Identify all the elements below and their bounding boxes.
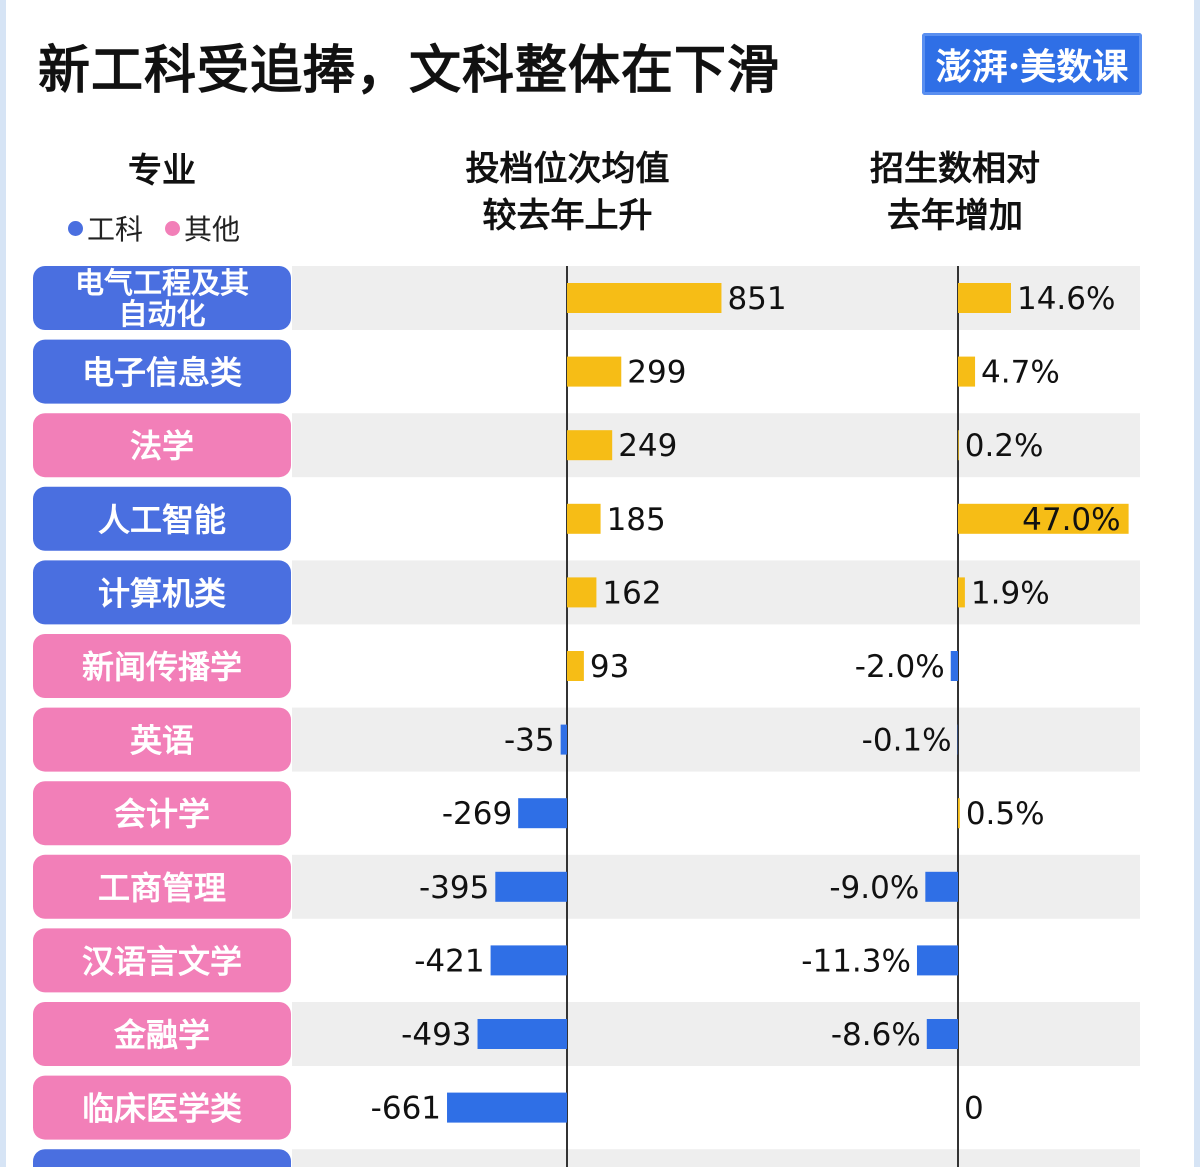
data-label-series1: 162 bbox=[602, 575, 661, 611]
data-label-series2: 0 bbox=[964, 1091, 984, 1127]
category-pill bbox=[33, 781, 291, 846]
row-stripe bbox=[292, 707, 1140, 772]
row-stripe bbox=[292, 1149, 1140, 1167]
column-header-rank-line1: 投档位次均值 bbox=[465, 149, 670, 189]
publisher-logo: 澎湃·美数课 bbox=[922, 33, 1142, 95]
bar-series2 bbox=[925, 871, 958, 902]
bar-series1 bbox=[567, 283, 722, 313]
data-label-series1: 299 bbox=[627, 355, 686, 391]
category-label: 临床医学类 bbox=[82, 1090, 242, 1128]
bar-series2 bbox=[958, 577, 965, 608]
bar-series1 bbox=[447, 1092, 567, 1123]
category-label: 汉语言文学 bbox=[82, 942, 242, 980]
data-label-series1: -35 bbox=[504, 723, 555, 759]
bar-series1 bbox=[567, 503, 601, 534]
bar-series2 bbox=[916, 945, 958, 976]
data-label-series1: -421 bbox=[414, 943, 484, 979]
category-pill bbox=[33, 266, 291, 330]
category-pill bbox=[33, 1075, 291, 1140]
category-label: 电子信息类 bbox=[82, 354, 242, 392]
category-label: 英语 bbox=[130, 722, 194, 760]
data-label-series1: 249 bbox=[618, 428, 677, 464]
legend-eng-dot bbox=[68, 220, 83, 236]
data-label-series1: 93 bbox=[590, 649, 629, 685]
data-label-series2: -9.0% bbox=[829, 870, 919, 906]
category-pill bbox=[33, 560, 291, 625]
legend: 工科 其他 bbox=[68, 208, 240, 248]
left-frame-border bbox=[0, 0, 6, 1167]
category-label: 法学 bbox=[130, 427, 194, 465]
bar-series2 bbox=[958, 798, 960, 829]
bar-series1 bbox=[495, 871, 567, 902]
category-label: 金融学 bbox=[113, 1016, 210, 1054]
bar-series2 bbox=[958, 430, 959, 461]
category-pill bbox=[33, 339, 291, 404]
category-label: 电气工程及其 bbox=[75, 266, 249, 300]
data-label-series2: 0.2% bbox=[965, 428, 1044, 464]
bar-series1 bbox=[567, 651, 584, 681]
column-header-major: 专业 bbox=[128, 151, 196, 191]
bar-series1 bbox=[567, 430, 613, 461]
category-label: 工商管理 bbox=[98, 869, 226, 907]
column-header-enroll-line1: 招生数相对 bbox=[870, 149, 1040, 189]
bar-series2 bbox=[950, 651, 958, 681]
chart-title: 新工科受追捧，文科整体在下滑 bbox=[38, 41, 781, 101]
legend-eng-label: 工科 bbox=[87, 213, 144, 246]
right-frame-border bbox=[1194, 0, 1200, 1167]
bar-series1 bbox=[567, 577, 597, 608]
data-label-series2: 4.7% bbox=[981, 355, 1060, 391]
data-label-series1: -493 bbox=[401, 1017, 471, 1053]
row-stripe bbox=[292, 413, 1140, 478]
bar-series1 bbox=[560, 724, 567, 755]
row-stripe bbox=[292, 560, 1140, 625]
data-label-series1: -395 bbox=[419, 870, 489, 906]
data-label-series2: -2.0% bbox=[855, 649, 945, 685]
category-label: 新闻传播学 bbox=[82, 648, 242, 686]
data-label-series2: -0.1% bbox=[862, 723, 952, 759]
category-pill bbox=[33, 1149, 291, 1167]
bar-series2 bbox=[958, 283, 1011, 313]
bar-series1 bbox=[518, 798, 567, 829]
category-pill bbox=[33, 707, 291, 772]
data-label-series2: 0.5% bbox=[966, 796, 1045, 832]
bar-series2 bbox=[958, 356, 976, 387]
category-label: 会计学 bbox=[114, 795, 210, 833]
category-pill bbox=[33, 486, 291, 551]
column-header-rank: 投档位次均值 较去年上升 bbox=[420, 146, 715, 240]
category-label: 自动化 bbox=[118, 297, 205, 331]
column-header-enroll: 招生数相对 去年增加 bbox=[825, 146, 1085, 240]
category-pill bbox=[33, 413, 291, 478]
category-pill bbox=[33, 854, 291, 919]
column-header-enroll-line2: 去年增加 bbox=[887, 196, 1023, 236]
data-label-series2: 14.6% bbox=[1017, 281, 1115, 317]
data-label-series2: 1.9% bbox=[971, 575, 1050, 611]
data-label-series1: -269 bbox=[442, 796, 512, 832]
legend-other-dot bbox=[165, 220, 181, 236]
data-label-series2: 47.0% bbox=[1022, 502, 1120, 538]
category-pill bbox=[33, 634, 291, 698]
row-stripe bbox=[292, 1002, 1140, 1066]
data-label-series1: 851 bbox=[727, 281, 786, 317]
category-label: 计算机类 bbox=[98, 574, 226, 612]
bar-series1 bbox=[477, 1019, 567, 1049]
category-pill bbox=[33, 928, 291, 993]
row-stripe bbox=[292, 854, 1140, 919]
bar-series1 bbox=[567, 356, 622, 387]
bar-series2 bbox=[958, 503, 1129, 534]
data-label-series1: -661 bbox=[371, 1091, 441, 1127]
data-label-series1: 185 bbox=[607, 502, 666, 538]
bar-series1 bbox=[490, 945, 567, 976]
category-label: 人工智能 bbox=[98, 501, 226, 539]
category-pill bbox=[33, 1002, 291, 1066]
bar-series2 bbox=[926, 1019, 958, 1049]
column-header-rank-line2: 较去年上升 bbox=[482, 196, 653, 236]
data-label-series2: -11.3% bbox=[801, 943, 911, 979]
data-label-series2: -8.6% bbox=[831, 1017, 921, 1053]
legend-other-label: 其他 bbox=[184, 213, 241, 246]
